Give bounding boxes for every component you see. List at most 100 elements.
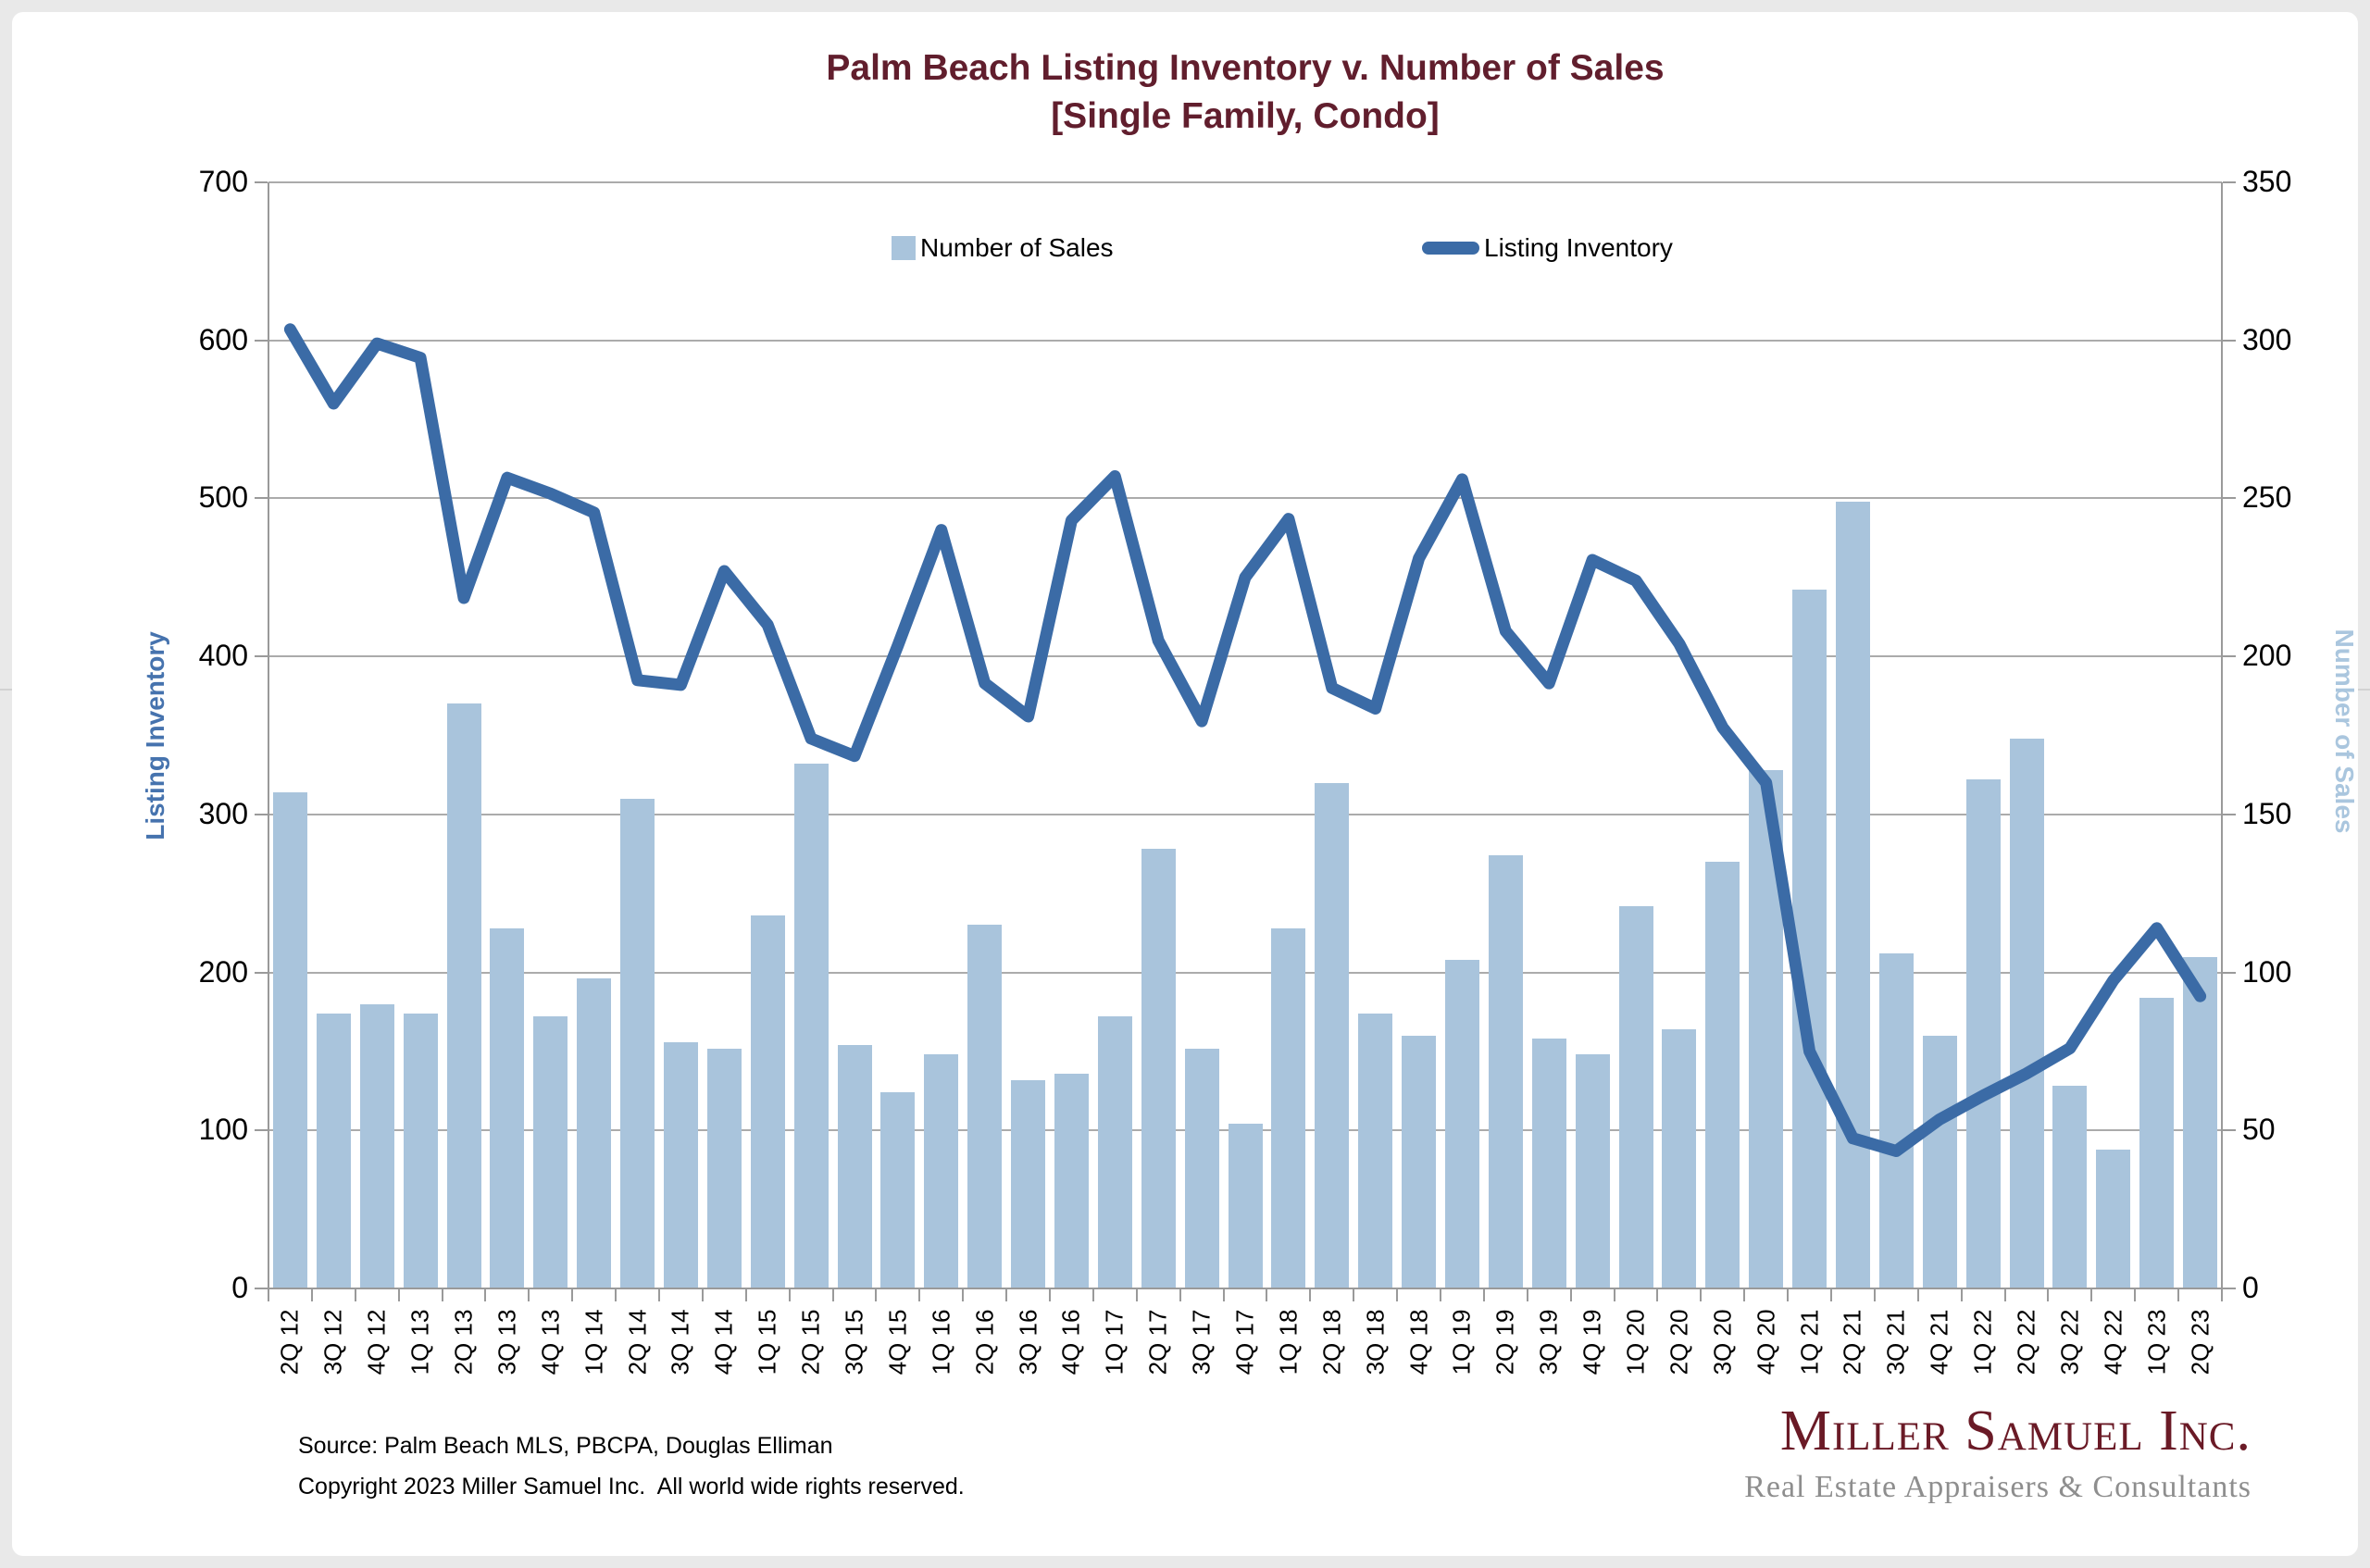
axis-tick <box>255 181 268 183</box>
x-axis-label: 3Q 19 <box>1534 1309 1563 1375</box>
axis-tick <box>1960 1288 1963 1301</box>
sales-bar-1q-23 <box>2139 997 2175 1288</box>
x-axis-label: 2Q 15 <box>796 1309 825 1375</box>
right-axis-line <box>2221 182 2223 1290</box>
x-axis-label: 1Q 23 <box>2142 1309 2171 1375</box>
sales-bar-1q-17 <box>1097 1016 1132 1288</box>
axis-tick <box>1353 1288 1355 1301</box>
axis-tick <box>1482 1288 1485 1301</box>
sales-bar-3q-16 <box>1011 1079 1046 1288</box>
y-axis-label-left: 300 <box>198 796 248 830</box>
x-axis-label: 1Q 19 <box>1447 1309 1476 1375</box>
axis-tick <box>701 1288 704 1301</box>
axis-tick <box>2003 1288 2006 1301</box>
sales-bar-2q-23 <box>2183 956 2218 1288</box>
legend-item-listing-inventory: Listing Inventory <box>1422 231 1673 265</box>
sales-bar-3q-20 <box>1705 862 1740 1288</box>
axis-tick <box>354 1288 356 1301</box>
sales-bar-1q-15 <box>750 915 785 1288</box>
x-axis-label: 1Q 18 <box>1274 1309 1303 1375</box>
x-axis-label: 4Q 12 <box>362 1309 391 1375</box>
sales-bar-3q-21 <box>1878 953 1914 1288</box>
x-axis-label: 2Q 18 <box>1317 1309 1346 1375</box>
y-axis-label-left: 600 <box>198 322 248 356</box>
axis-tick <box>268 1288 269 1301</box>
axis-tick <box>2223 971 2236 974</box>
x-axis-label: 3Q 21 <box>1881 1309 1910 1375</box>
sales-bar-2q-16 <box>967 925 1003 1288</box>
axis-tick <box>1873 1288 1876 1301</box>
x-axis-label: 2Q 20 <box>1665 1309 1693 1375</box>
chart-title-block: Palm Beach Listing Inventory v. Number o… <box>319 44 2171 141</box>
axis-tick <box>1005 1288 1008 1301</box>
sales-bar-3q-17 <box>1184 1048 1219 1288</box>
axis-tick <box>2223 339 2236 342</box>
axis-tick <box>255 339 268 342</box>
axis-tick <box>2134 1288 2137 1301</box>
axis-tick <box>1222 1288 1225 1301</box>
axis-tick <box>1179 1288 1181 1301</box>
legend-line-swatch-icon <box>1422 242 1479 255</box>
x-axis-label: 1Q 21 <box>1795 1309 1824 1375</box>
x-axis-label: 1Q 17 <box>1100 1309 1129 1375</box>
sales-bar-2q-22 <box>2009 738 2044 1288</box>
left-axis-line <box>268 182 269 1290</box>
y-axis-label-left: 200 <box>198 954 248 989</box>
x-axis-label: 2Q 13 <box>449 1309 478 1375</box>
axis-tick <box>658 1288 660 1301</box>
sales-bar-1q-22 <box>1965 779 2001 1288</box>
sales-bar-1q-13 <box>403 1013 438 1288</box>
sales-bar-3q-15 <box>837 1045 872 1288</box>
x-axis-label: 4Q 20 <box>1752 1309 1780 1375</box>
sales-bar-4q-15 <box>880 1092 916 1288</box>
sales-bar-2q-12 <box>272 791 307 1288</box>
x-axis-label: 4Q 18 <box>1404 1309 1433 1375</box>
x-axis-label: 3Q 12 <box>318 1309 347 1375</box>
axis-tick <box>2221 1288 2223 1301</box>
y-axis-label-left: 100 <box>198 1113 248 1147</box>
axis-tick <box>1396 1288 1399 1301</box>
axis-tick <box>788 1288 791 1301</box>
y-axis-label-right: 350 <box>2242 165 2292 198</box>
axis-tick <box>918 1288 921 1301</box>
x-axis-label: 4Q 17 <box>1230 1309 1259 1375</box>
x-axis-label: 4Q 14 <box>709 1309 738 1375</box>
axis-tick <box>875 1288 878 1301</box>
x-axis-label: 2Q 14 <box>623 1309 652 1375</box>
sales-bar-1q-20 <box>1618 905 1653 1288</box>
x-axis-label: 3Q 14 <box>666 1309 694 1375</box>
sales-bar-2q-19 <box>1488 855 1523 1288</box>
x-axis-label: 1Q 16 <box>927 1309 955 1375</box>
inventory-line-path <box>283 323 2207 1157</box>
axis-tick <box>1787 1288 1790 1301</box>
axis-tick <box>1135 1288 1138 1301</box>
gridline <box>268 655 2222 658</box>
axis-tick <box>1309 1288 1312 1301</box>
x-axis-label: 1Q 13 <box>405 1309 434 1375</box>
logo-name: Miller Samuel Inc. <box>1779 1400 2252 1462</box>
page-rule-fragment-left <box>0 689 12 691</box>
axis-tick <box>397 1288 400 1301</box>
y-axis-label-left: 400 <box>198 639 248 673</box>
axis-tick <box>1091 1288 1094 1301</box>
axis-tick <box>255 1288 268 1289</box>
axis-tick <box>1830 1288 1832 1301</box>
sales-bar-4q-19 <box>1575 1054 1610 1288</box>
sales-bar-2q-13 <box>446 703 481 1288</box>
legend-item-number-of-sales: Number of Sales <box>892 231 1114 265</box>
gridline <box>268 339 2222 342</box>
axis-tick <box>1743 1288 1746 1301</box>
x-axis-label: 4Q 13 <box>536 1309 565 1375</box>
axis-tick <box>962 1288 965 1301</box>
axis-tick <box>528 1288 530 1301</box>
miller-samuel-logo: Miller Samuel Inc. Real Estate Appraiser… <box>1744 1400 2252 1505</box>
x-axis-label: 2Q 12 <box>275 1309 304 1375</box>
axis-tick <box>744 1288 747 1301</box>
sales-bar-3q-18 <box>1358 1013 1393 1288</box>
chart-title: Palm Beach Listing Inventory v. Number o… <box>826 48 1665 88</box>
x-axis-label: 3Q 22 <box>2055 1309 2084 1375</box>
axis-tick <box>441 1288 443 1301</box>
gridline <box>268 971 2222 974</box>
sales-bar-4q-17 <box>1228 1124 1263 1288</box>
legend-bar-swatch-icon <box>892 236 916 260</box>
